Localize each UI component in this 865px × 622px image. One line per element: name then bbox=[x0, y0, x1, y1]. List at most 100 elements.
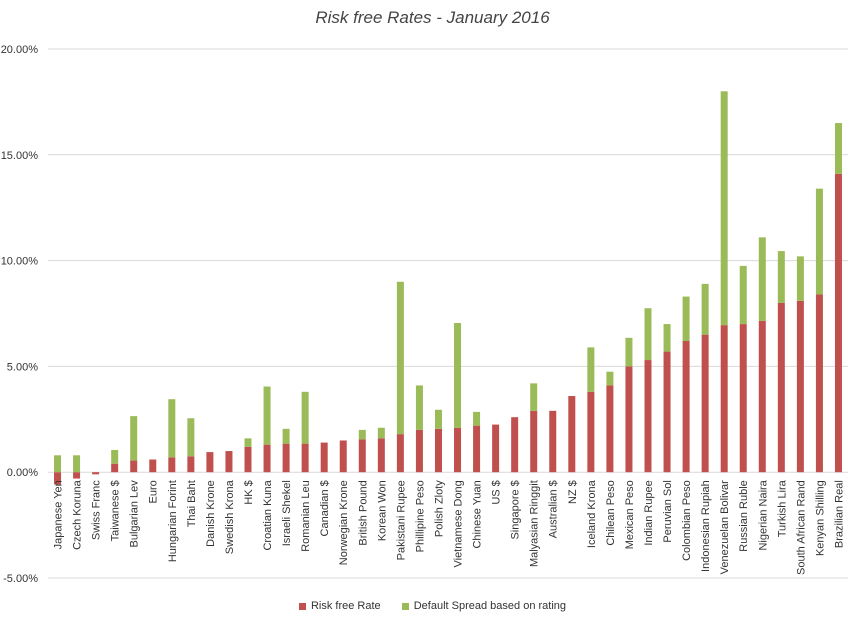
x-tick-label: Chilean Peso bbox=[605, 480, 617, 545]
bar-risk-free-rate bbox=[834, 173, 842, 473]
y-tick-label: 10.00% bbox=[1, 256, 39, 268]
bar-risk-free-rate bbox=[282, 443, 290, 473]
x-tick-label: Peruvian Sol bbox=[662, 480, 674, 542]
bar-default-spread bbox=[434, 409, 442, 429]
bar-default-spread bbox=[377, 427, 385, 439]
bar-default-spread bbox=[701, 283, 709, 335]
legend-swatch bbox=[401, 602, 409, 610]
x-tick-label: NZ $ bbox=[567, 480, 579, 504]
x-tick-label: Romanian Leu bbox=[300, 480, 312, 552]
bar-risk-free-rate bbox=[415, 429, 423, 473]
bar-risk-free-rate bbox=[206, 452, 214, 473]
bar-default-spread bbox=[473, 411, 481, 426]
x-tick-label: Phillipine Peso bbox=[414, 480, 426, 552]
bar-risk-free-rate bbox=[815, 294, 823, 473]
bar-risk-free-rate bbox=[92, 472, 100, 475]
y-axis-ticks: -5.00% 0.00% 5.00% 10.00% 15.00% 20.00% bbox=[1, 44, 39, 585]
x-tick-label: Indonesian Rupiah bbox=[700, 480, 712, 572]
bar-default-spread bbox=[682, 296, 690, 342]
x-tick-label: Vietnamese Dong bbox=[453, 480, 465, 567]
x-tick-label: Mexican Peso bbox=[624, 480, 636, 549]
bar-default-spread bbox=[54, 455, 62, 473]
x-tick-label: Japanese Yen bbox=[53, 480, 65, 549]
stacked-bar-chart: -5.00% 0.00% 5.00% 10.00% 15.00% 20.00% Japan… bbox=[1, 44, 848, 585]
bar-default-spread bbox=[187, 418, 195, 457]
bar-risk-free-rate bbox=[130, 460, 138, 473]
x-tick-label: Swedish Krona bbox=[224, 479, 236, 554]
bar-risk-free-rate bbox=[777, 302, 785, 473]
x-tick-label: Canadian $ bbox=[319, 480, 331, 536]
x-tick-label: Russian Ruble bbox=[738, 480, 750, 552]
bar-risk-free-rate bbox=[396, 434, 404, 473]
bar-default-spread bbox=[739, 265, 747, 325]
bar-default-spread bbox=[720, 91, 728, 326]
x-tick-label: Indian Rupee bbox=[643, 480, 655, 545]
bar-risk-free-rate bbox=[168, 457, 176, 473]
y-tick-label: 15.00% bbox=[1, 150, 39, 162]
bar-default-spread bbox=[454, 323, 462, 428]
bar-risk-free-rate bbox=[587, 391, 595, 473]
bar-risk-free-rate bbox=[758, 320, 766, 473]
x-tick-label: Swiss Franc bbox=[91, 480, 103, 540]
x-tick-label: Israeli Shekel bbox=[281, 480, 293, 546]
bar-risk-free-rate bbox=[111, 463, 119, 473]
x-tick-label: US $ bbox=[491, 480, 503, 504]
legend-swatch bbox=[298, 602, 306, 610]
bar-risk-free-rate bbox=[549, 410, 557, 473]
x-tick-label: Colombian Peso bbox=[681, 480, 693, 561]
legend-item-risk-free: Risk free Rate bbox=[298, 600, 381, 612]
y-tick-label: -5.00% bbox=[3, 573, 38, 585]
x-tick-label: Norwegian Krone bbox=[338, 480, 350, 565]
bar-risk-free-rate bbox=[187, 456, 195, 473]
x-tick-label: Singapore $ bbox=[510, 480, 522, 539]
bar-default-spread bbox=[130, 416, 138, 461]
x-tick-label: Australian $ bbox=[548, 480, 560, 538]
bar-risk-free-rate bbox=[720, 325, 728, 473]
bar-risk-free-rate bbox=[358, 439, 366, 473]
bar-risk-free-rate bbox=[511, 417, 519, 473]
legend-label: Risk free Rate bbox=[310, 600, 381, 612]
x-axis-ticks: Japanese Yen Czech Koruna Swiss Franc Taiwa… bbox=[53, 479, 846, 575]
bar-default-spread bbox=[606, 371, 614, 386]
bar-default-spread bbox=[301, 391, 309, 444]
bar-risk-free-rate bbox=[225, 451, 233, 473]
x-tick-label: Nigerian Naira bbox=[757, 479, 769, 550]
bar-default-spread bbox=[111, 449, 119, 464]
x-tick-label: Venezuelan Bolivar bbox=[719, 480, 731, 575]
bar-risk-free-rate bbox=[301, 443, 309, 473]
bar-default-spread bbox=[815, 188, 823, 295]
bar-risk-free-rate bbox=[263, 444, 271, 473]
bar-default-spread bbox=[777, 251, 785, 303]
bar-risk-free-rate bbox=[473, 425, 481, 473]
bar-default-spread bbox=[663, 324, 671, 352]
x-tick-label: Bulgarian Lev bbox=[129, 480, 141, 548]
bar-default-spread bbox=[834, 123, 842, 174]
bar-default-spread bbox=[396, 281, 404, 435]
legend-label: Default Spread based on rating bbox=[413, 600, 567, 612]
x-tick-label: South African Rand bbox=[795, 480, 807, 575]
bar-risk-free-rate bbox=[701, 334, 709, 473]
bar-risk-free-rate bbox=[796, 300, 804, 473]
x-tick-label: Malyasian Ringgit bbox=[529, 480, 541, 567]
bar-risk-free-rate bbox=[377, 438, 385, 473]
bar-default-spread bbox=[358, 429, 366, 440]
bar-risk-free-rate bbox=[625, 366, 633, 473]
y-tick-label: 0.00% bbox=[7, 467, 38, 479]
legend: Risk free Rate Default Spread based on r… bbox=[0, 600, 865, 612]
x-tick-label: Chinese Yuan bbox=[472, 480, 484, 548]
y-tick-label: 20.00% bbox=[1, 44, 39, 56]
bar-risk-free-rate bbox=[149, 459, 157, 473]
bar-risk-free-rate bbox=[739, 324, 747, 473]
x-tick-label: Brazilian Real bbox=[833, 480, 845, 548]
bar-default-spread bbox=[758, 237, 766, 321]
bar-risk-free-rate bbox=[568, 396, 576, 473]
bar-risk-free-rate bbox=[606, 385, 614, 473]
x-tick-label: British Pound bbox=[357, 480, 369, 545]
x-tick-label: Kenyan Shilling bbox=[814, 480, 826, 556]
gridlines bbox=[48, 48, 848, 579]
bar-default-spread bbox=[168, 399, 176, 458]
chart-title: Risk free Rates - January 2016 bbox=[315, 8, 550, 27]
bar-risk-free-rate bbox=[434, 428, 442, 473]
x-tick-label: Iceland Krona bbox=[586, 479, 598, 548]
legend-item-default-spread: Default Spread based on rating bbox=[401, 600, 567, 612]
